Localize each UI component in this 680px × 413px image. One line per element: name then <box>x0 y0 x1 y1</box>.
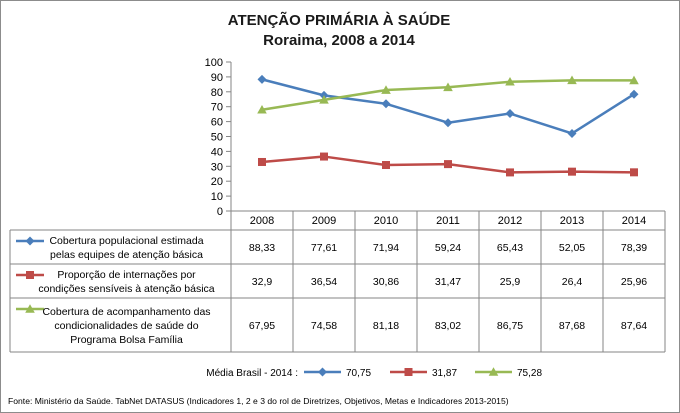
data-point <box>319 95 329 104</box>
legend-key-marker <box>318 367 327 377</box>
x-category-label: 2013 <box>560 215 584 227</box>
y-tick-label: 80 <box>211 87 223 99</box>
table-cell-value: 67,95 <box>249 320 275 332</box>
brazil-average-value: 75,28 <box>517 368 542 379</box>
data-point <box>505 76 515 86</box>
table-cell-value: 74,58 <box>311 320 337 332</box>
y-tick-label: 0 <box>217 206 223 218</box>
data-point <box>257 104 267 114</box>
table-cell-value: 83,02 <box>435 320 461 332</box>
y-tick-label: 20 <box>211 176 223 188</box>
table-cell-value: 59,24 <box>435 242 461 254</box>
data-point <box>381 85 391 94</box>
data-point <box>443 82 453 92</box>
row-label-line: pelas equipes de atenção básica <box>50 249 203 261</box>
y-tick-label: 60 <box>211 117 223 129</box>
chart-subtitle: Roraima, 2008 a 2014 <box>263 32 415 49</box>
data-point <box>444 160 452 169</box>
table-cell-value: 81,18 <box>373 320 399 332</box>
brazil-average-value: 70,75 <box>346 368 371 379</box>
x-category-label: 2014 <box>622 215 646 227</box>
row-legend-marker <box>25 236 35 246</box>
row-label-line: condições sensíveis à atenção básica <box>38 283 214 295</box>
row-legend-marker <box>26 271 34 279</box>
plot-area <box>257 74 639 177</box>
y-tick-label: 70 <box>211 102 223 114</box>
table-cell-value: 25,9 <box>500 276 521 288</box>
data-point <box>629 89 639 99</box>
data-point <box>567 128 577 138</box>
data-table: 2008 2009 2010 2011 2012 2013 2014 Cobertura po… <box>9 210 666 353</box>
y-tick-label: 30 <box>211 161 223 173</box>
table-cell-value: 77,61 <box>311 242 337 254</box>
source-note: Fonte: Ministério da Saúde. TabNet DATAS… <box>8 396 509 406</box>
brazil-average-legend: Média Brasil - 2014 : 70,75 31,87 75,28 <box>206 367 542 379</box>
y-tick-label: 90 <box>211 72 223 84</box>
table-cell-value: 65,43 <box>497 242 523 254</box>
row-legend-marker <box>25 304 35 313</box>
table-cell-value: 30,86 <box>373 276 399 288</box>
table-cell-value: 25,96 <box>621 276 647 288</box>
row-label-line: condicionalidades de saúde do <box>54 320 198 332</box>
row-label-line: Cobertura populacional estimada <box>49 235 203 247</box>
brazil-average-value: 31,87 <box>432 368 457 379</box>
x-category-label: 2011 <box>436 215 460 227</box>
data-point <box>568 167 576 176</box>
table-cell-value: 52,05 <box>559 242 585 254</box>
data-point <box>443 118 453 128</box>
table-cell-value: 87,68 <box>559 320 585 332</box>
data-point <box>629 75 639 85</box>
y-tick-label: 10 <box>211 191 223 203</box>
data-point <box>382 161 390 170</box>
legend-key-marker <box>404 368 413 376</box>
data-point <box>257 74 267 84</box>
data-point <box>506 168 514 177</box>
x-category-label: 2010 <box>374 215 398 227</box>
table-cell-value: 87,64 <box>621 320 647 332</box>
data-point <box>381 99 391 109</box>
x-category-label: 2008 <box>250 215 274 227</box>
x-category-label: 2009 <box>312 215 336 227</box>
table-cell-value: 26,4 <box>562 276 583 288</box>
table-cell-value: 78,39 <box>621 242 647 254</box>
brazil-average-label: Média Brasil - 2014 : <box>206 368 298 379</box>
y-tick-label: 40 <box>211 146 223 158</box>
y-tick-label: 50 <box>211 132 223 144</box>
table-cell-value: 31,47 <box>435 276 461 288</box>
row-label-line: Proporção de internações por <box>57 269 196 281</box>
table-cell-value: 71,94 <box>373 242 399 254</box>
data-point <box>258 157 266 166</box>
row-label-line: Cobertura de acompanhamento das <box>42 306 210 318</box>
data-point <box>630 168 638 177</box>
table-cell-value: 86,75 <box>497 320 523 332</box>
table-cell-value: 32,9 <box>252 276 273 288</box>
chart-title: ATENÇÃO PRIMÁRIA À SAÚDE <box>228 11 451 29</box>
row-label-line: Programa Bolsa Família <box>70 334 183 346</box>
data-point <box>505 109 515 119</box>
y-tick-label: 100 <box>205 57 223 69</box>
legend-key-marker <box>488 367 499 376</box>
table-cell-value: 36,54 <box>311 276 337 288</box>
table-cell-value: 88,33 <box>249 242 275 254</box>
data-point <box>567 75 577 85</box>
x-category-label: 2012 <box>498 215 522 227</box>
data-point <box>320 152 328 161</box>
y-axis: 0 10 20 30 40 50 60 70 80 90 100 <box>205 57 232 218</box>
